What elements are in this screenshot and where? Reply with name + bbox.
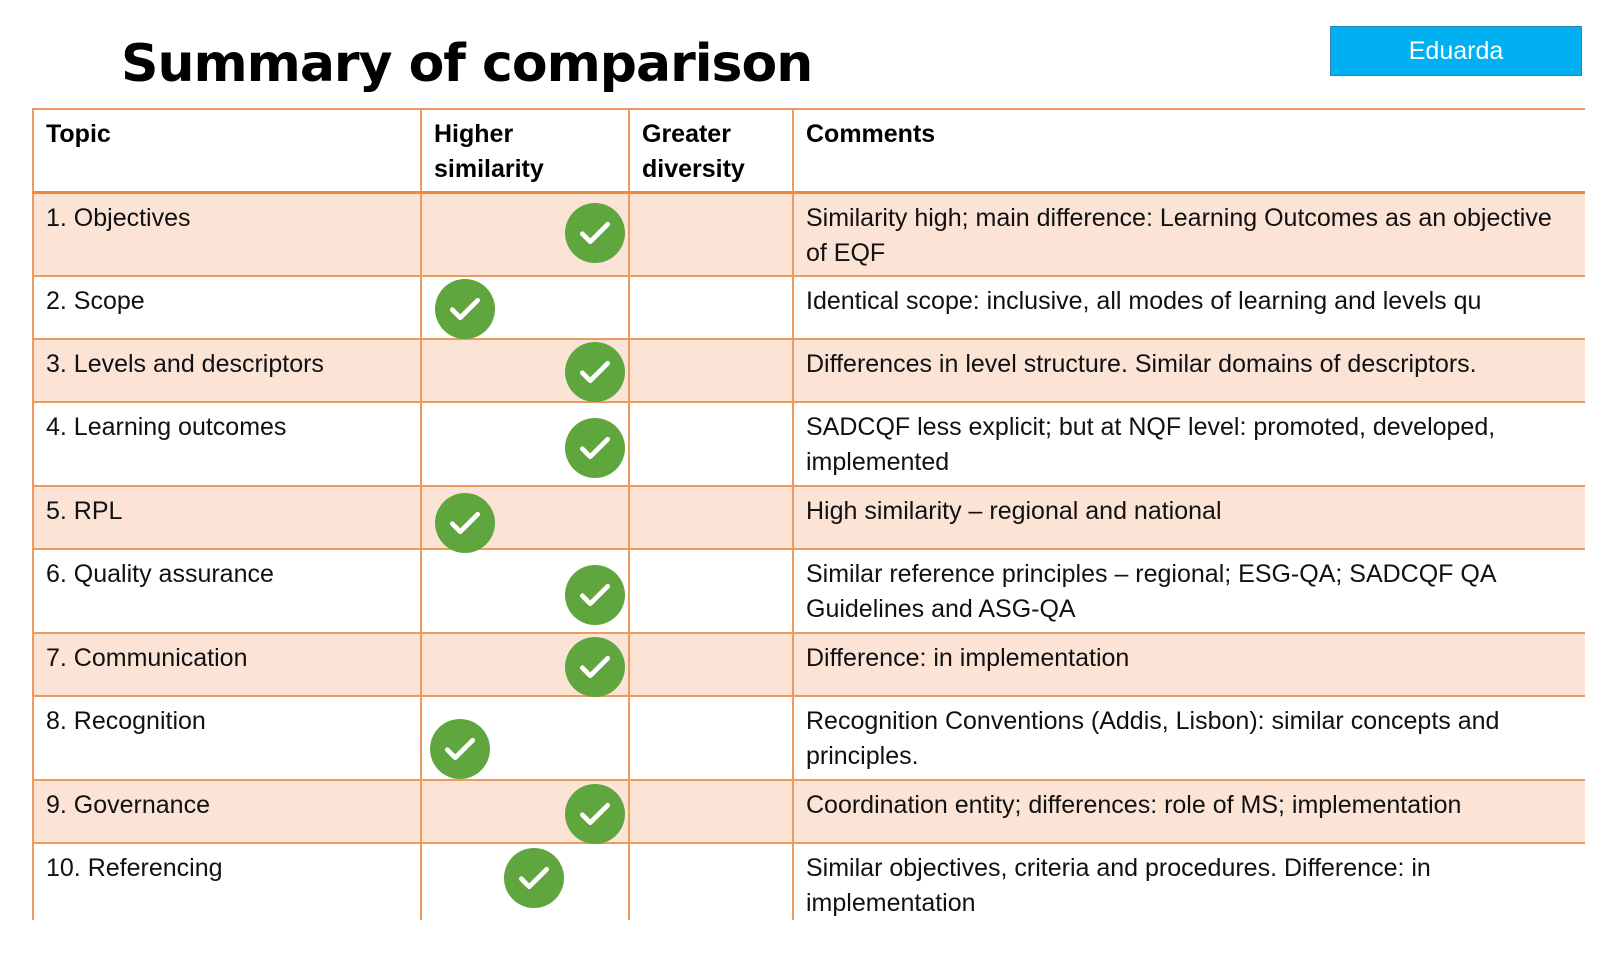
higher-similarity-cell xyxy=(420,632,630,697)
comment-cell: SADCQF less explicit; but at NQF level: … xyxy=(792,401,1585,487)
table-row: 8. Recognition Recognition Conventions (… xyxy=(32,695,1585,781)
comparison-table-container: Topic Higher similarity Greater diversit… xyxy=(32,108,1585,920)
comment-cell: High similarity – regional and national xyxy=(792,485,1585,550)
comment-cell: Recognition Conventions (Addis, Lisbon):… xyxy=(792,695,1585,781)
topic-cell: 8. Recognition xyxy=(32,695,422,781)
comment-cell: Similar objectives, criteria and procedu… xyxy=(792,842,1585,920)
topic-cell: 7. Communication xyxy=(32,632,422,697)
greater-diversity-cell xyxy=(628,338,794,403)
comment-cell: Similarity high; main difference: Learni… xyxy=(792,191,1585,277)
comparison-table: Topic Higher similarity Greater diversit… xyxy=(32,108,1585,920)
header-higher-similarity: Higher similarity xyxy=(420,108,630,194)
table-row: 3. Levels and descriptors Differences in… xyxy=(32,338,1585,403)
topic-cell: 2. Scope xyxy=(32,275,422,340)
check-icon xyxy=(504,848,564,908)
check-icon xyxy=(565,202,625,263)
higher-similarity-cell xyxy=(420,191,630,277)
check-icon xyxy=(565,418,625,478)
comment-cell: Identical scope: inclusive, all modes of… xyxy=(792,275,1585,340)
table-row: 10. Referencing Similar objectives, crit… xyxy=(32,842,1585,920)
topic-cell: 9. Governance xyxy=(32,779,422,844)
comment-cell: Coordination entity; differences: role o… xyxy=(792,779,1585,844)
higher-similarity-cell xyxy=(420,548,630,634)
table-row: 9. Governance Coordination entity; diffe… xyxy=(32,779,1585,844)
presenter-label: Eduarda xyxy=(1330,26,1582,76)
higher-similarity-cell xyxy=(420,695,630,781)
greater-diversity-cell xyxy=(628,275,794,340)
table-row: 4. Learning outcomes SADCQF less explici… xyxy=(32,401,1585,487)
table-row: 2. Scope Identical scope: inclusive, all… xyxy=(32,275,1585,340)
greater-diversity-cell xyxy=(628,632,794,697)
comment-cell: Differences in level structure. Similar … xyxy=(792,338,1585,403)
greater-diversity-cell xyxy=(628,401,794,487)
check-icon xyxy=(565,784,625,844)
topic-cell: 6. Quality assurance xyxy=(32,548,422,634)
topic-cell: 10. Referencing xyxy=(32,842,422,920)
topic-cell: 3. Levels and descriptors xyxy=(32,338,422,403)
page-title: Summary of comparison xyxy=(121,34,813,94)
greater-diversity-cell xyxy=(628,191,794,277)
topic-cell: 5. RPL xyxy=(32,485,422,550)
greater-diversity-cell xyxy=(628,695,794,781)
table-row: 5. RPL High similarity – regional and na… xyxy=(32,485,1585,553)
check-icon xyxy=(435,493,495,553)
higher-similarity-cell xyxy=(420,338,630,403)
check-icon xyxy=(565,565,625,625)
table-row: 6. Quality assurance Similar reference p… xyxy=(32,548,1585,634)
higher-similarity-cell xyxy=(420,779,630,844)
header-comments: Comments xyxy=(792,108,1585,194)
table-row: 7. Communication Difference: in implemen… xyxy=(32,632,1585,697)
header-topic: Topic xyxy=(32,108,422,194)
greater-diversity-cell xyxy=(628,842,794,920)
check-icon xyxy=(565,637,625,697)
comment-cell: Difference: in implementation xyxy=(792,632,1585,697)
check-icon xyxy=(430,719,490,779)
higher-similarity-cell xyxy=(420,275,630,340)
higher-similarity-cell xyxy=(420,401,630,487)
check-icon xyxy=(435,279,495,339)
greater-diversity-cell xyxy=(628,485,794,550)
table-row: 1. Objectives Similarity high; main diff… xyxy=(32,191,1585,277)
table-header-row: Topic Higher similarity Greater diversit… xyxy=(32,108,1585,194)
higher-similarity-cell xyxy=(420,842,630,920)
higher-similarity-cell xyxy=(420,485,630,553)
check-icon xyxy=(565,342,625,402)
comment-cell: Similar reference principles – regional;… xyxy=(792,548,1585,634)
header-greater-diversity: Greater diversity xyxy=(628,108,794,194)
greater-diversity-cell xyxy=(628,779,794,844)
topic-cell: 1. Objectives xyxy=(32,191,422,277)
topic-cell: 4. Learning outcomes xyxy=(32,401,422,487)
greater-diversity-cell xyxy=(628,548,794,634)
